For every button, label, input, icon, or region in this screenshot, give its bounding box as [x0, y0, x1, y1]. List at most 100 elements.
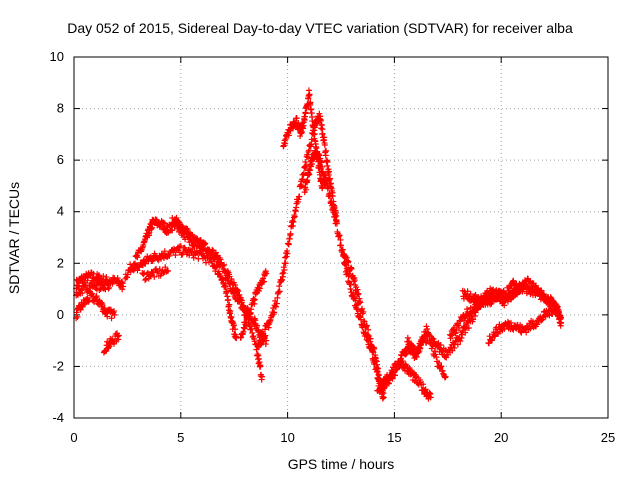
- data-point: [324, 159, 331, 166]
- data-point: [302, 158, 309, 165]
- data-point: [435, 359, 442, 366]
- data-point: [389, 375, 396, 382]
- data-point: [418, 341, 425, 348]
- data-point: [365, 326, 372, 333]
- y-tick-label: 2: [57, 255, 64, 270]
- data-point: [325, 184, 332, 191]
- data-point: [146, 229, 153, 236]
- data-point: [321, 141, 328, 148]
- data-point: [244, 305, 251, 312]
- data-series-track-r: [459, 277, 526, 308]
- data-point: [326, 168, 333, 175]
- data-point: [421, 332, 428, 339]
- data-point: [283, 253, 290, 260]
- data-point: [345, 258, 352, 265]
- data-point: [114, 275, 121, 282]
- data-point: [429, 342, 436, 349]
- data-point: [276, 283, 283, 290]
- y-tick-label: 8: [57, 101, 64, 116]
- data-point: [261, 333, 268, 340]
- data-point: [380, 394, 387, 401]
- data-point: [153, 269, 160, 276]
- chart-title: Day 052 of 2015, Sidereal Day-to-day VTE…: [67, 20, 573, 36]
- data-series-track-f: [130, 242, 240, 342]
- data-series-track-c: [73, 289, 118, 322]
- data-point: [235, 288, 242, 295]
- data-series-track-q: [485, 303, 565, 347]
- data-point: [332, 211, 339, 218]
- data-point: [236, 291, 243, 298]
- data-point: [465, 325, 472, 332]
- data-point: [333, 220, 340, 227]
- data-point: [275, 289, 282, 296]
- data-point: [469, 307, 476, 314]
- data-point: [519, 288, 526, 295]
- data-point: [258, 373, 265, 380]
- data-point: [106, 277, 113, 284]
- data-point: [471, 293, 478, 300]
- y-tick-label: -2: [52, 358, 64, 373]
- data-point: [385, 380, 392, 387]
- data-point: [93, 293, 100, 300]
- data-point: [263, 337, 270, 344]
- data-point: [133, 253, 140, 260]
- data-point: [364, 337, 371, 344]
- data-point: [327, 193, 334, 200]
- data-point: [249, 329, 256, 336]
- data-point: [209, 258, 216, 265]
- data-point: [282, 254, 289, 261]
- data-point: [232, 326, 239, 333]
- data-point: [285, 241, 292, 248]
- data-point: [492, 332, 499, 339]
- data-point: [105, 285, 112, 292]
- x-tick-label: 25: [601, 430, 615, 445]
- data-point: [281, 267, 288, 274]
- data-point: [298, 128, 305, 135]
- data-point: [412, 353, 419, 360]
- data-point: [161, 248, 168, 255]
- data-point: [321, 134, 328, 141]
- data-point: [462, 329, 469, 336]
- data-point: [263, 270, 270, 277]
- data-point: [238, 299, 245, 306]
- data-point: [110, 308, 117, 315]
- data-point: [119, 286, 126, 293]
- data-point: [188, 238, 195, 245]
- data-point: [253, 346, 260, 353]
- data-point: [302, 186, 309, 193]
- data-point: [296, 193, 303, 200]
- data-point: [228, 275, 235, 282]
- data-point: [92, 294, 99, 301]
- data-point: [409, 342, 416, 349]
- data-point: [397, 356, 404, 363]
- y-tick-label: 4: [57, 204, 64, 219]
- data-point: [501, 326, 508, 333]
- data-point: [214, 263, 221, 270]
- data-point: [74, 313, 81, 320]
- data-point: [352, 297, 359, 304]
- data-point: [311, 130, 318, 137]
- data-point: [215, 268, 222, 275]
- data-point: [256, 285, 263, 292]
- data-point: [551, 308, 558, 315]
- data-point: [291, 213, 298, 220]
- data-point: [404, 334, 411, 341]
- data-point: [347, 281, 354, 288]
- data-point: [527, 325, 534, 332]
- data-point: [298, 130, 305, 137]
- data-point: [437, 341, 444, 348]
- data-point: [438, 363, 445, 370]
- data-point: [388, 374, 395, 381]
- data-point: [420, 337, 427, 344]
- data-point: [82, 282, 89, 289]
- data-point: [209, 246, 216, 253]
- data-point: [533, 320, 540, 327]
- data-point: [172, 252, 179, 259]
- data-point: [428, 345, 435, 352]
- data-point: [200, 242, 207, 249]
- data-point: [425, 330, 432, 337]
- data-point: [271, 309, 278, 316]
- data-point: [79, 290, 86, 297]
- data-point: [311, 127, 318, 134]
- data-point: [318, 122, 325, 129]
